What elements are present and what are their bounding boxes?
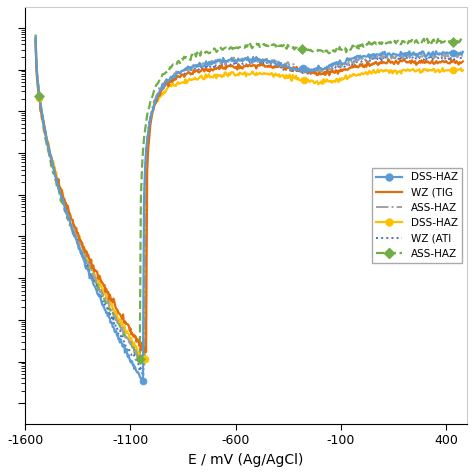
WZ (TIG: [196, 70, 202, 75]
ASS-HAZ: [80, 248, 85, 254]
DSS-HAZ: [195, 76, 201, 82]
DSS-HAZ: [375, 67, 381, 73]
ASS-HAZ: [351, 62, 357, 67]
WZ (TIG: [375, 62, 381, 68]
DSS-HAZ: [142, 356, 148, 362]
ASS-HAZ: [460, 51, 465, 57]
ASS-HAZ: [137, 356, 143, 362]
WZ (TIG: [105, 289, 111, 295]
DSS-HAZ: [351, 55, 356, 61]
DSS-HAZ: [112, 309, 118, 315]
ASS-HAZ: [77, 246, 83, 252]
WZ (TIG: [352, 62, 357, 68]
WZ (ATI: [79, 250, 85, 255]
Line: DSS-HAZ: DSS-HAZ: [36, 40, 463, 359]
DSS-HAZ: [193, 64, 199, 70]
ASS-HAZ: [104, 300, 110, 305]
WZ (ATI: [374, 56, 380, 62]
WZ (ATI: [194, 65, 200, 71]
DSS-HAZ: [80, 244, 85, 250]
WZ (TIG: [113, 305, 118, 311]
X-axis label: E / mV (Ag/AgCl): E / mV (Ag/AgCl): [188, 453, 304, 467]
Legend: DSS-HAZ, WZ (TIG, ASS-HAZ, DSS-HAZ, WZ (ATI, ASS-HAZ: DSS-HAZ, WZ (TIG, ASS-HAZ, DSS-HAZ, WZ (…: [372, 168, 462, 263]
WZ (ATI: [140, 374, 146, 379]
WZ (TIG: [460, 59, 465, 64]
ASS-HAZ: [111, 311, 117, 317]
WZ (TIG: [80, 246, 86, 252]
Line: WZ (TIG: WZ (TIG: [36, 41, 463, 352]
DSS-HAZ: [33, 37, 38, 43]
ASS-HAZ: [108, 310, 114, 316]
WZ (TIG: [143, 349, 149, 355]
ASS-HAZ: [101, 296, 107, 301]
WZ (ATI: [104, 304, 109, 310]
WZ (ATI: [460, 54, 465, 60]
DSS-HAZ: [33, 35, 38, 40]
ASS-HAZ: [33, 32, 38, 37]
ASS-HAZ: [142, 362, 147, 368]
DSS-HAZ: [460, 49, 465, 55]
Line: ASS-HAZ: ASS-HAZ: [36, 37, 463, 365]
WZ (ATI: [111, 321, 117, 327]
ASS-HAZ: [460, 38, 465, 44]
Line: ASS-HAZ: ASS-HAZ: [36, 35, 463, 359]
ASS-HAZ: [33, 35, 38, 40]
DSS-HAZ: [103, 310, 109, 316]
WZ (ATI: [351, 58, 357, 64]
ASS-HAZ: [350, 43, 356, 48]
ASS-HAZ: [375, 55, 381, 60]
DSS-HAZ: [140, 378, 146, 384]
Line: DSS-HAZ: DSS-HAZ: [36, 37, 463, 381]
DSS-HAZ: [79, 252, 84, 257]
DSS-HAZ: [110, 325, 116, 330]
Line: WZ (ATI: WZ (ATI: [36, 40, 463, 376]
ASS-HAZ: [195, 64, 201, 69]
WZ (ATI: [33, 37, 38, 43]
DSS-HAZ: [374, 52, 380, 57]
DSS-HAZ: [352, 72, 357, 77]
DSS-HAZ: [460, 68, 465, 73]
DSS-HAZ: [105, 297, 110, 303]
WZ (TIG: [33, 38, 38, 44]
ASS-HAZ: [191, 53, 197, 59]
ASS-HAZ: [374, 41, 379, 47]
